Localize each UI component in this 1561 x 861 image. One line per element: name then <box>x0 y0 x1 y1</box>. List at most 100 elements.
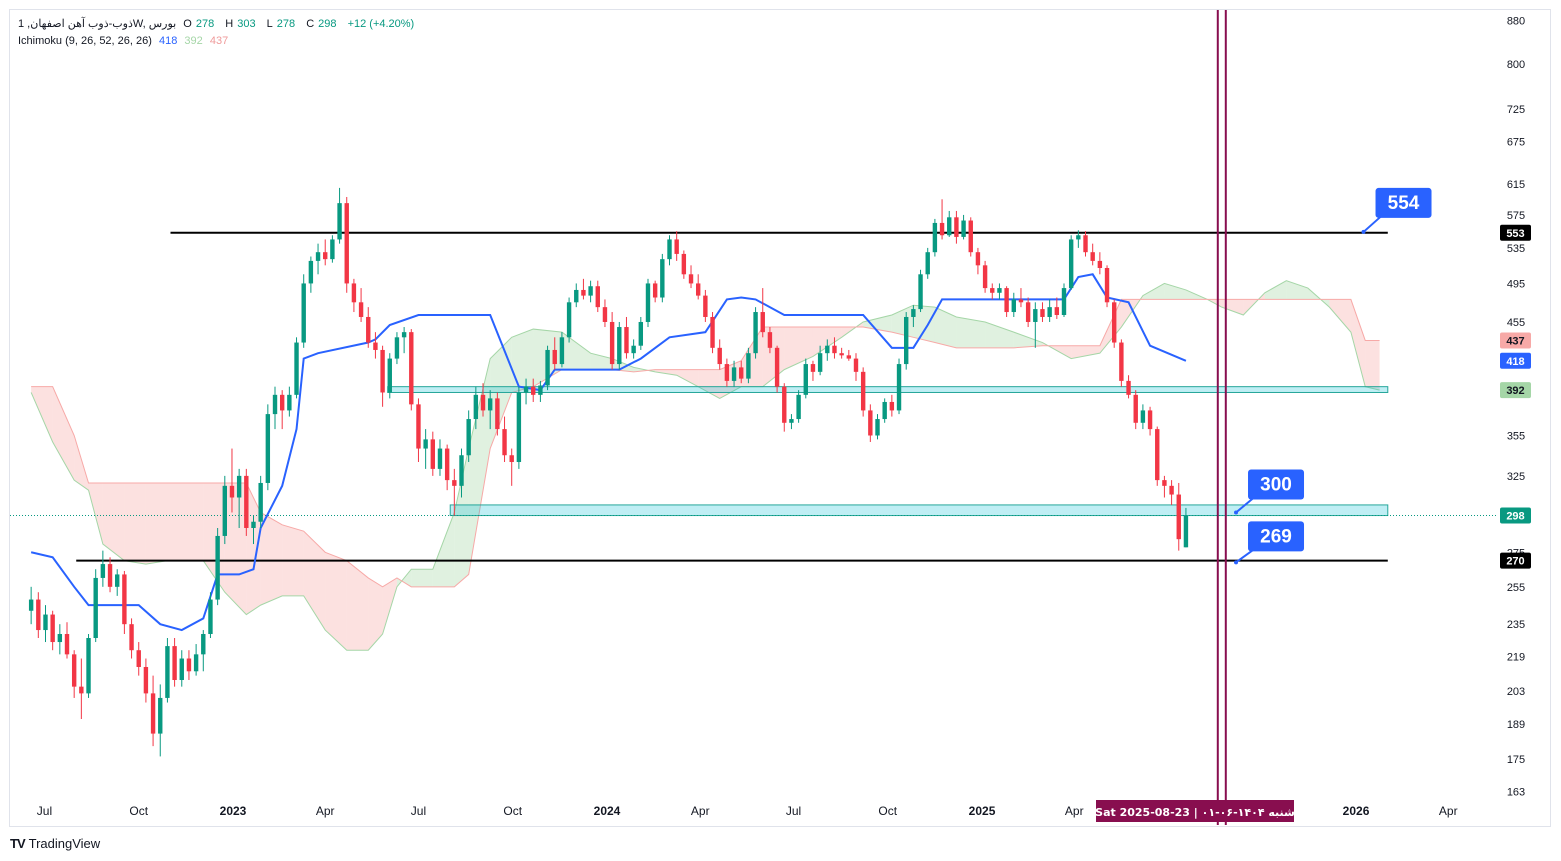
candle-body <box>459 455 464 486</box>
callout-300: 300 <box>1234 469 1305 515</box>
candle <box>832 337 837 359</box>
indicator-legend[interactable]: Ichimoku (9, 26, 52, 26, 26) 418 392 437 <box>18 35 232 47</box>
x-tick-label: 2025 <box>969 804 996 818</box>
cloud-segment <box>260 512 283 606</box>
ohlc-low: L 278 <box>266 18 296 30</box>
candle-body <box>810 364 816 372</box>
badge-label: 298 <box>1506 511 1524 523</box>
y-tick-label: 235 <box>1507 619 1525 631</box>
conversion-line <box>30 273 1187 632</box>
candle-body <box>581 289 586 296</box>
y-tick-label: 495 <box>1507 278 1525 290</box>
candle-body <box>660 259 665 298</box>
candle-body <box>667 239 672 260</box>
candle <box>143 658 149 703</box>
y-tick-label: 535 <box>1507 243 1525 255</box>
candle-body <box>487 398 493 411</box>
candle <box>423 429 428 469</box>
candle <box>373 332 378 359</box>
chart-frame <box>9 9 1551 827</box>
candle <box>452 468 457 516</box>
badge-label: 392 <box>1506 385 1524 397</box>
candle <box>487 390 493 430</box>
candle-body <box>251 521 256 528</box>
candle-body <box>100 564 106 578</box>
cloud-segment <box>1142 283 1165 300</box>
candle <box>739 360 744 384</box>
badge-bg <box>1500 332 1531 349</box>
indicator-name: Ichimoku (9, 26, 52, 26, 26) <box>18 35 152 47</box>
candle-body <box>401 332 407 338</box>
candle-body <box>172 646 177 680</box>
candle-body <box>294 342 299 395</box>
candle-body <box>1018 299 1024 303</box>
branding[interactable]: TV TradingView <box>10 836 100 851</box>
support-zone <box>449 504 1389 517</box>
candle-body <box>1133 394 1138 423</box>
candle-body <box>753 312 758 354</box>
candle-body <box>287 394 292 411</box>
candle <box>767 327 773 354</box>
candle-body <box>982 265 988 289</box>
candle-body <box>337 203 342 240</box>
callout-label: 554 <box>1388 193 1420 214</box>
candle <box>430 431 436 476</box>
y-tick-label: 575 <box>1507 210 1525 222</box>
candle <box>1011 292 1016 317</box>
y-tick-label: 355 <box>1507 430 1525 442</box>
price-badge: 418 <box>1500 352 1531 369</box>
candle-body <box>538 385 543 395</box>
callout-269: 269 <box>1234 521 1305 565</box>
x-tick-label: Apr <box>1439 804 1458 818</box>
price-badge: 553 <box>1500 224 1531 241</box>
cloud-segment <box>468 358 491 575</box>
candle <box>265 404 271 491</box>
candle-body <box>552 349 557 365</box>
candle-body <box>853 358 859 372</box>
candle-body <box>602 307 608 322</box>
candle-body <box>703 295 708 317</box>
price-badge: 298 <box>1500 507 1531 524</box>
candle <box>796 390 801 423</box>
candle <box>681 250 687 279</box>
cloud-segment <box>698 369 720 399</box>
candle-body <box>1011 299 1016 313</box>
candle-body <box>896 364 902 411</box>
candle <box>315 243 321 275</box>
candle <box>581 278 586 300</box>
candle-body <box>531 386 536 395</box>
candle-body <box>1025 302 1031 322</box>
y-tick-label: 455 <box>1507 317 1525 329</box>
candle-body <box>688 274 694 284</box>
candle-body <box>1162 480 1167 486</box>
candle <box>753 307 758 359</box>
candle-body <box>860 371 866 411</box>
badge-bg <box>1500 382 1531 399</box>
callout-anchor <box>1234 510 1239 515</box>
cloud-segment <box>411 569 433 587</box>
candle-body <box>1033 309 1038 322</box>
support-zones <box>387 386 1389 517</box>
symbol-name: ذوب-ذوب آهن اصفهان, 1W, بورس <box>18 18 177 30</box>
candle-body <box>889 401 895 411</box>
candle <box>215 527 220 606</box>
cloud-segment <box>633 367 656 372</box>
candle <box>588 280 593 303</box>
x-tick-label: Apr <box>691 804 710 818</box>
candle-body <box>523 386 529 393</box>
candle <box>1004 286 1009 317</box>
y-tick-label: 203 <box>1507 686 1525 698</box>
badge-bg <box>1500 507 1531 524</box>
candle <box>789 414 794 430</box>
candle <box>531 378 536 402</box>
candle-body <box>344 203 349 284</box>
horizontal-lines <box>76 231 1388 562</box>
candle-body <box>50 614 55 643</box>
candle <box>624 316 629 359</box>
cloud-segment <box>956 316 986 348</box>
candle-body <box>767 332 773 348</box>
candle <box>380 345 385 407</box>
cursor-date-label: Sat 2025-08-23 | شنبه ۱۴۰۴-۰۶-۰۱ <box>1095 800 1295 822</box>
candle-body <box>150 693 156 734</box>
